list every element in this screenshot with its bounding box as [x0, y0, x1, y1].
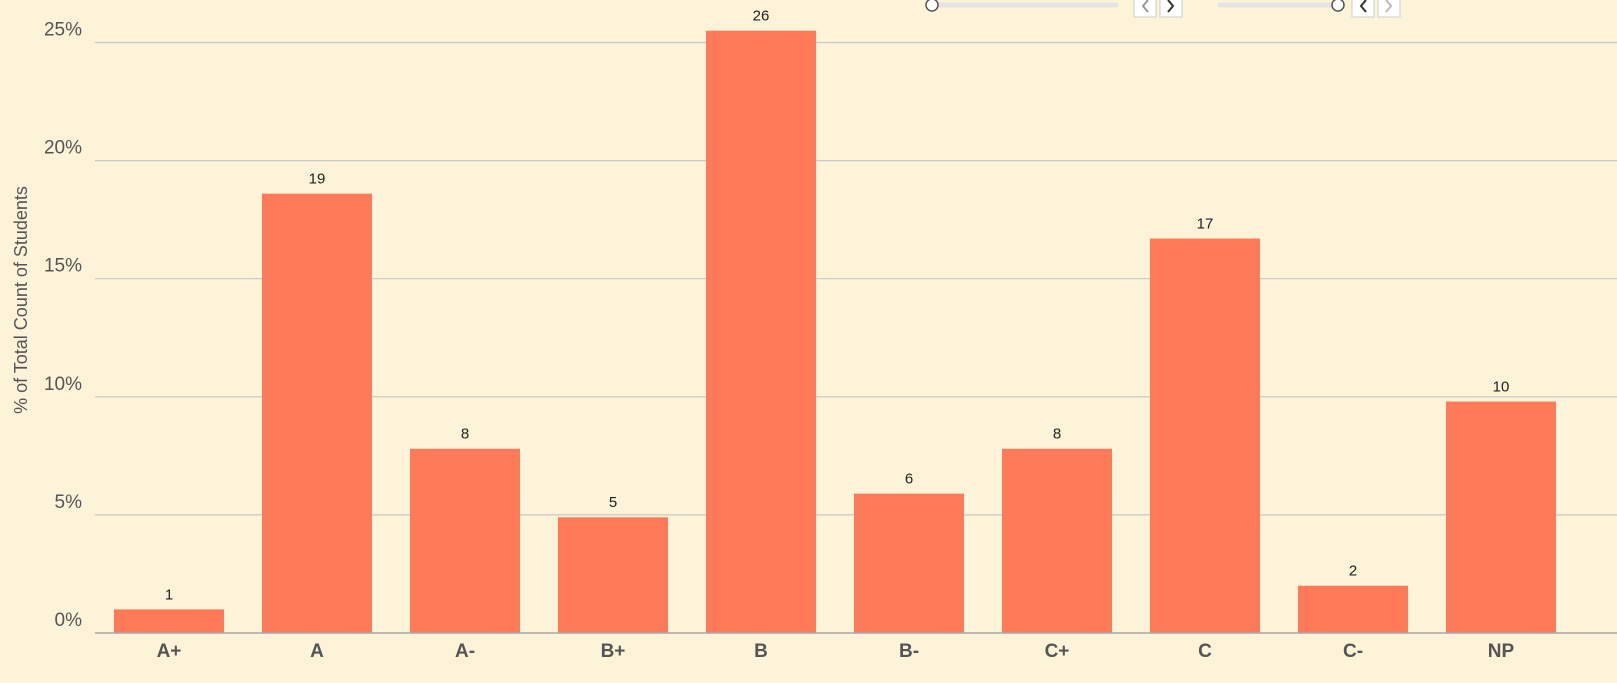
next-icon — [1167, 0, 1175, 13]
bar — [114, 609, 224, 633]
x-tick-label: C+ — [1045, 641, 1070, 662]
bar — [854, 493, 964, 633]
y-tick-label: 5% — [55, 492, 83, 513]
x-tick-label: C — [1198, 641, 1212, 662]
data-label: 8 — [461, 426, 469, 443]
data-label: 5 — [609, 494, 617, 511]
bar — [1150, 238, 1260, 633]
data-label: 10 — [1493, 378, 1510, 395]
x-tick-label: A — [310, 641, 324, 662]
y-tick-label: 10% — [44, 374, 82, 395]
x-tick-label: A+ — [157, 641, 182, 662]
bar — [558, 517, 668, 633]
bar — [1446, 401, 1556, 633]
x-tick-label: B+ — [601, 641, 626, 662]
next-icon — [1385, 0, 1393, 13]
x-tick-label: B- — [899, 641, 919, 662]
y-tick-label: 15% — [44, 256, 82, 277]
bar — [1298, 585, 1408, 633]
data-label: 8 — [1053, 426, 1061, 443]
bar — [1002, 448, 1112, 633]
data-label: 17 — [1197, 216, 1214, 233]
x-tick-label: NP — [1488, 641, 1515, 662]
prev-icon — [1359, 0, 1367, 13]
slider-handle[interactable] — [1331, 0, 1345, 12]
bar — [262, 193, 372, 633]
x-tick-label: B — [754, 641, 768, 662]
bar — [706, 30, 816, 634]
slider-handle[interactable] — [925, 0, 939, 12]
range-controls — [925, 0, 1401, 18]
data-label: 26 — [753, 8, 770, 25]
data-label: 2 — [1349, 563, 1357, 580]
data-label: 1 — [165, 586, 173, 603]
x-tick-label: A- — [455, 641, 475, 662]
y-axis-label: % of Total Count of Students — [11, 186, 31, 414]
prev-icon — [1141, 0, 1149, 13]
y-tick-label: 0% — [55, 610, 83, 631]
bar — [410, 448, 520, 633]
y-tick-label: 25% — [44, 20, 82, 41]
y-tick-label: 20% — [44, 138, 82, 159]
x-tick-label: C- — [1343, 641, 1363, 662]
data-label: 19 — [309, 171, 326, 188]
data-label: 6 — [905, 471, 913, 488]
